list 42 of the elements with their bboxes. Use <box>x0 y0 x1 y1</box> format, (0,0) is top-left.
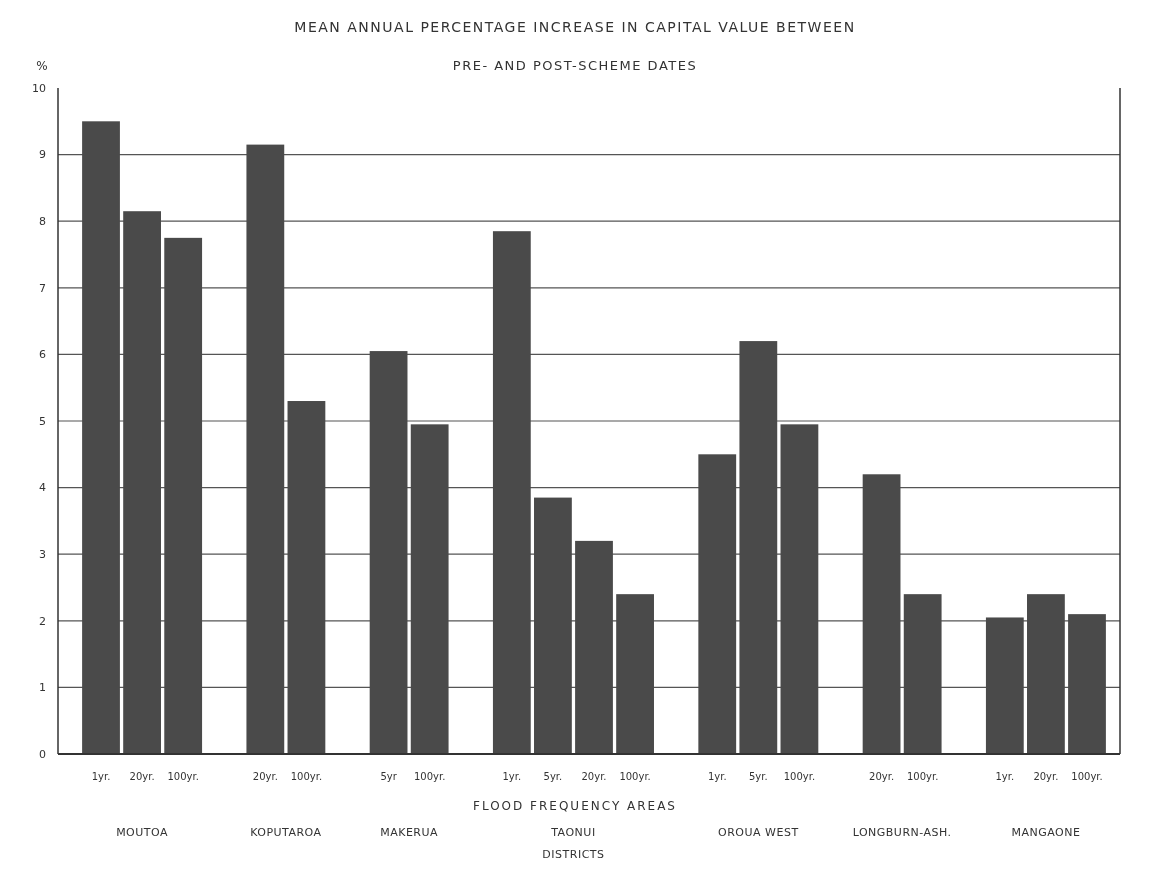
text: OROUA WEST <box>718 826 799 839</box>
x-tick-label: 1yr. <box>502 771 522 782</box>
x-tick-label: 100yr. <box>1071 771 1103 782</box>
y-tick-label: 5 <box>39 414 46 428</box>
x-tick-label: 100yr. <box>167 771 199 782</box>
y-tick-label: 2 <box>39 614 46 628</box>
text: KOPUTAROA <box>250 826 322 839</box>
text: MOUTOA <box>116 826 169 839</box>
x-tick-label: 5yr. <box>749 771 768 782</box>
x-axis-title: FLOOD FREQUENCY AREAS <box>473 799 677 813</box>
chart-title: MEAN ANNUAL PERCENTAGE INCREASE IN CAPITAL VALUE BETWEEN <box>294 19 856 35</box>
chart-subtitle: PRE- AND POST-SCHEME DATES <box>452 58 698 73</box>
y-tick-label: 0 <box>39 747 46 761</box>
x-tick-label: 20yr. <box>129 771 155 782</box>
x-tick-label: 100yr. <box>619 771 651 782</box>
x-tick-label: 1yr. <box>707 771 727 782</box>
x-tick-label: 5yr. <box>543 771 563 782</box>
y-tick-label: 8 <box>39 215 46 229</box>
x-tick-label: 20yr. <box>581 771 607 782</box>
x-tick-label: 1yr. <box>91 771 111 782</box>
text: TAONUI <box>550 826 596 839</box>
x-tick-label: 100yr. <box>290 771 323 782</box>
y-tick-label: 3 <box>39 548 46 562</box>
y-tick-label: 10 <box>32 81 46 95</box>
x-tick-label: 5yr <box>380 771 398 782</box>
text: DISTRICTS <box>542 848 605 861</box>
y-tick-label: 7 <box>39 281 46 295</box>
x-tick-label: 20yr. <box>252 771 278 782</box>
x-tick-label: 100yr. <box>783 771 816 782</box>
x-tick-label: 100yr. <box>413 771 446 782</box>
x-tick-label: 20yr. <box>1033 771 1059 782</box>
y-tick-label: 4 <box>39 481 46 495</box>
x-tick-label: 100yr. <box>906 771 939 782</box>
text: MANGAONE <box>1011 826 1081 839</box>
y-tick-label: 6 <box>39 348 46 362</box>
x-tick-label: 1yr. <box>995 771 1015 782</box>
text: MAKERUA <box>380 826 439 839</box>
y-axis-title: % <box>36 59 48 73</box>
y-tick-label: 9 <box>39 148 46 162</box>
x-tick-label: 20yr. <box>869 771 895 782</box>
y-tick-label: 1 <box>39 681 46 695</box>
text: LONGBURN-ASH. <box>852 826 952 839</box>
